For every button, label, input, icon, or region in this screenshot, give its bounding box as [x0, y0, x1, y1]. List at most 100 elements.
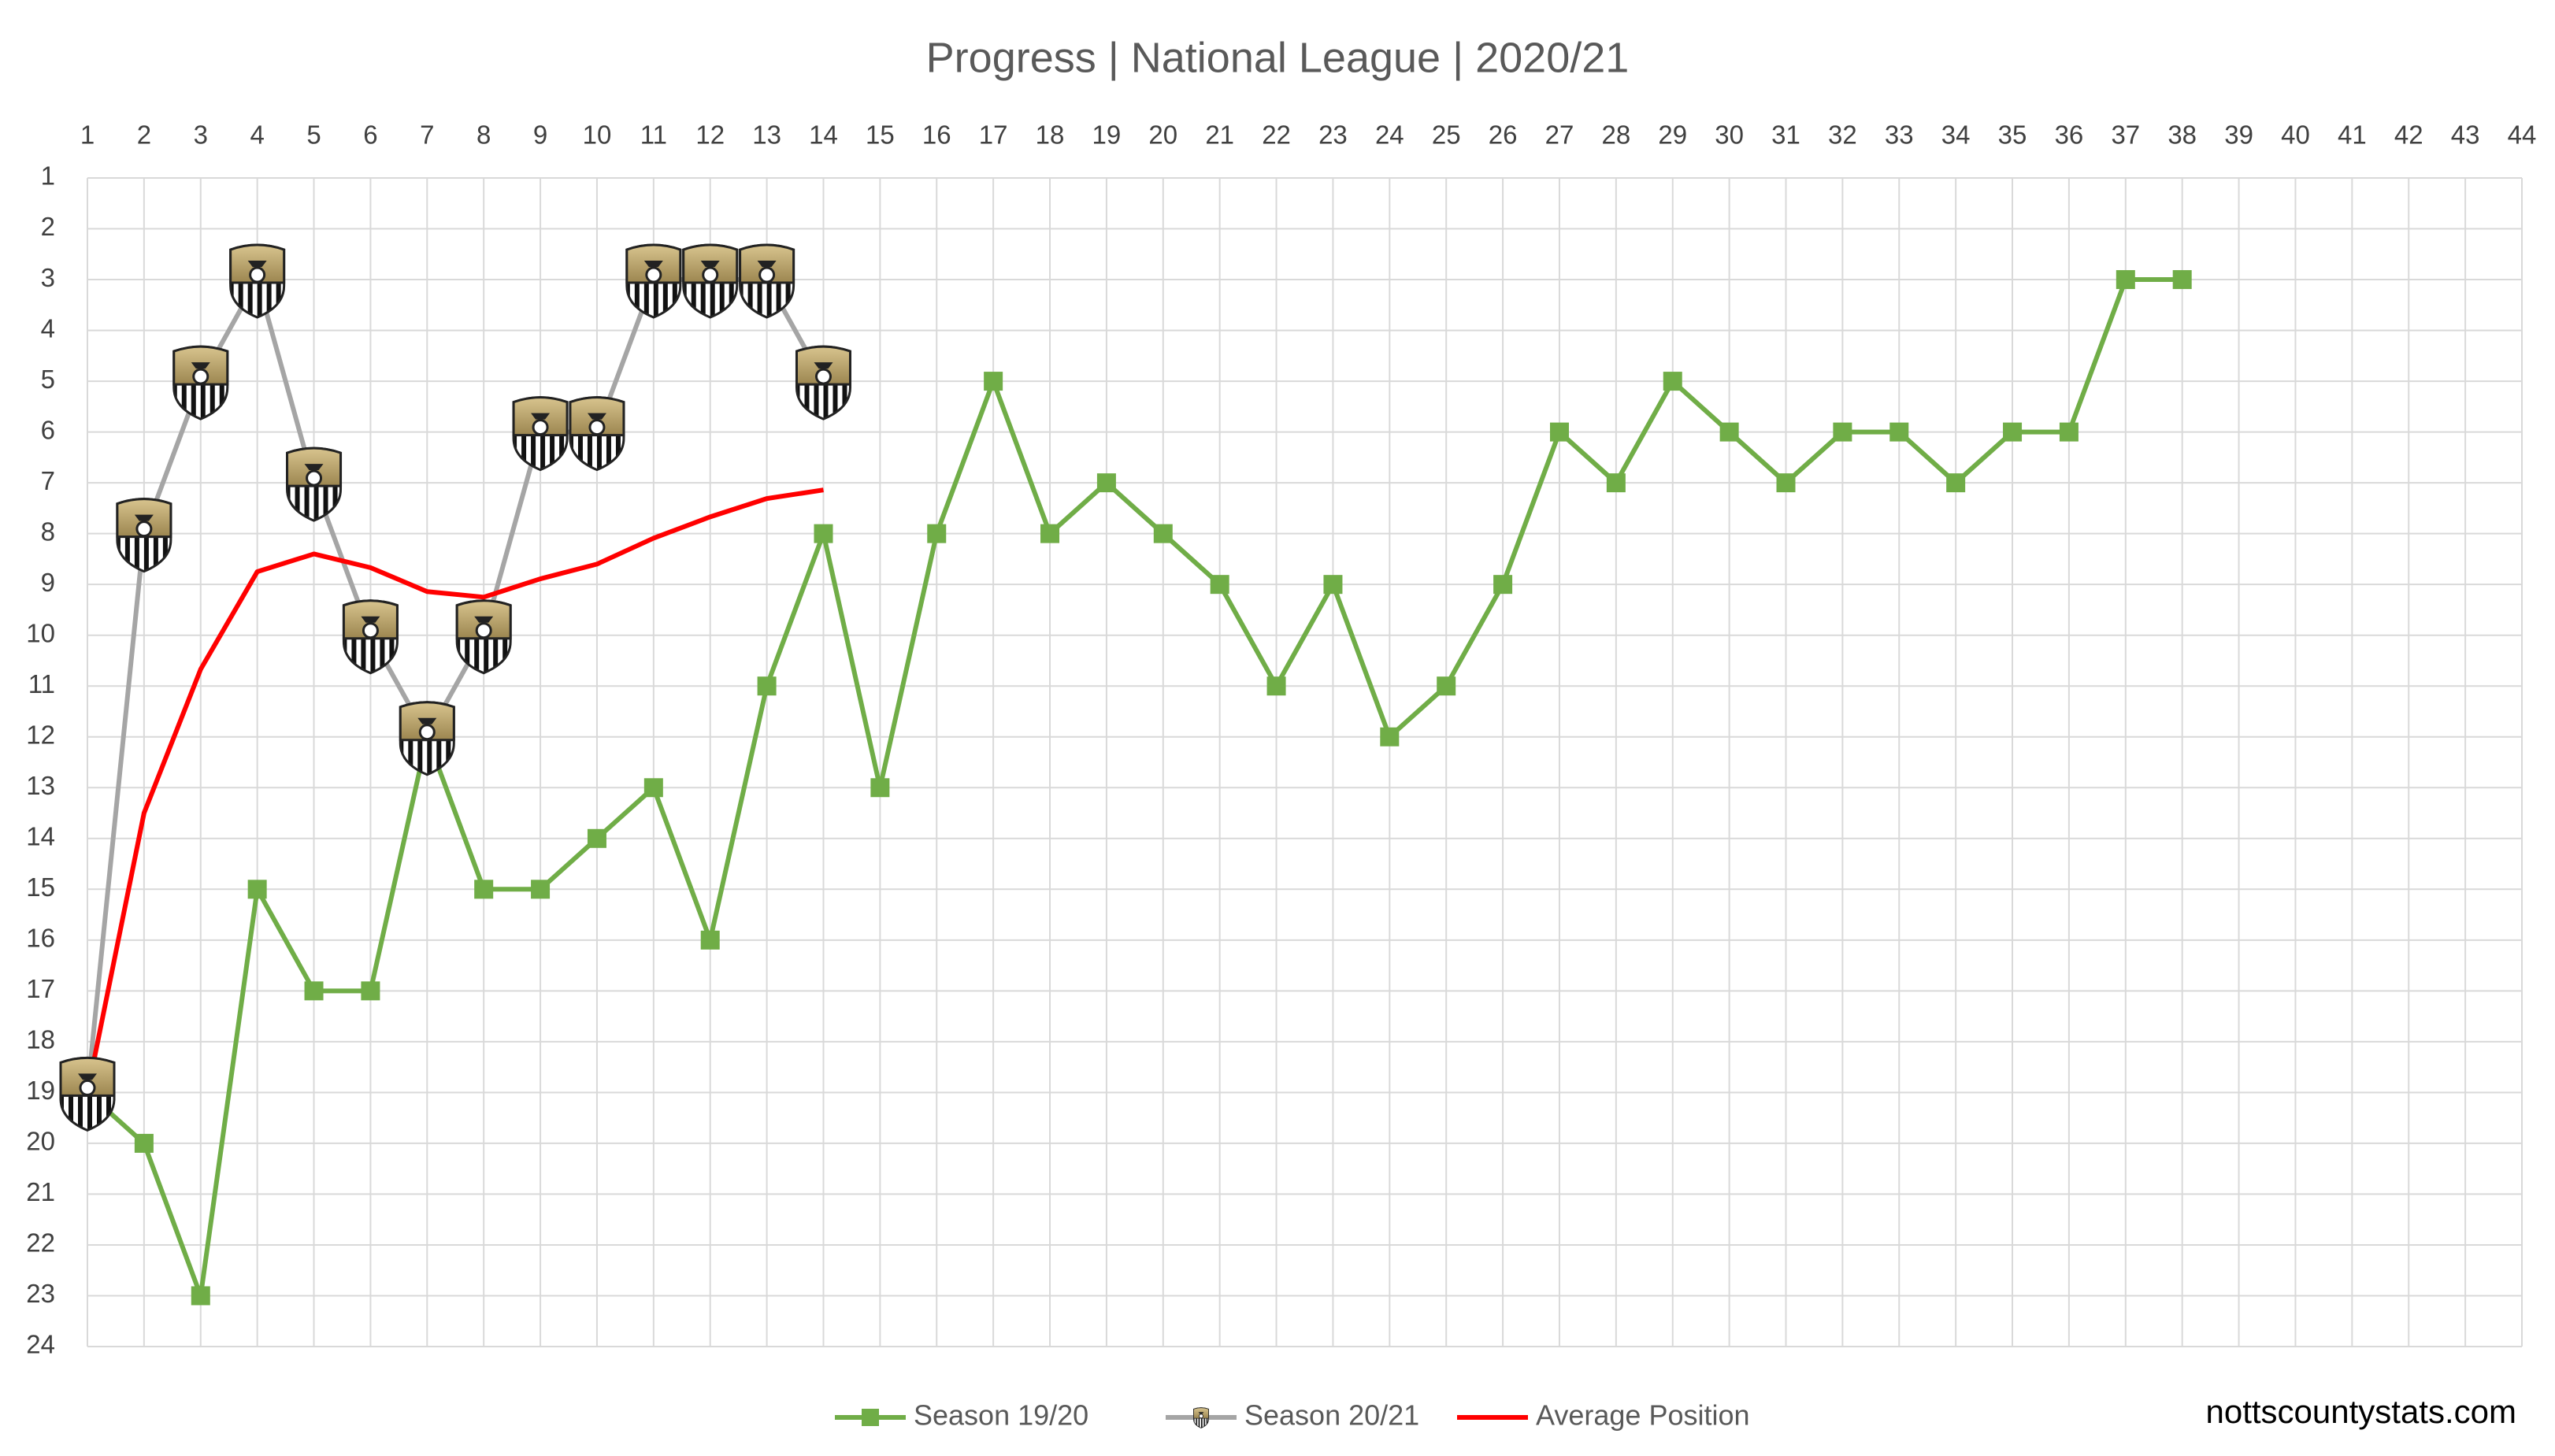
- legend-label: Season 19/20: [914, 1399, 1088, 1432]
- y-tick-label: 6: [41, 415, 55, 444]
- x-tick-label: 5: [306, 120, 321, 150]
- marker: [361, 981, 380, 1001]
- marker: [2003, 422, 2023, 442]
- marker: [191, 1286, 210, 1306]
- marker: [927, 524, 947, 543]
- x-tick-label: 23: [1318, 120, 1348, 150]
- x-tick-label: 25: [1432, 120, 1461, 150]
- marker: [1153, 524, 1173, 543]
- marker: [700, 930, 720, 950]
- series-line: [85, 487, 824, 1093]
- badge-marker: [795, 345, 851, 420]
- x-tick-label: 18: [1036, 120, 1065, 150]
- marker: [1549, 422, 1569, 442]
- marker: [1096, 473, 1116, 493]
- marker: [1493, 575, 1513, 595]
- marker: [814, 524, 833, 543]
- x-tick-label: 7: [420, 120, 434, 150]
- badge-marker: [286, 446, 343, 522]
- y-tick-label: 5: [41, 365, 55, 394]
- y-tick-label: 3: [41, 263, 55, 292]
- legend-label: Average Position: [1536, 1399, 1750, 1432]
- y-tick-label: 17: [26, 974, 55, 1003]
- y-tick-label: 15: [26, 872, 55, 902]
- chart-title: Progress | National League | 2020/21: [926, 34, 1630, 81]
- x-tick-label: 22: [1262, 120, 1291, 150]
- marker: [1323, 575, 1343, 595]
- marker: [2116, 270, 2135, 290]
- x-tick-label: 36: [2055, 120, 2084, 150]
- x-tick-label: 40: [2281, 120, 2310, 150]
- y-tick-label: 1: [41, 161, 55, 191]
- y-tick-label: 23: [26, 1279, 55, 1308]
- legend-marker: [862, 1409, 879, 1426]
- marker: [1719, 422, 1739, 442]
- x-tick-label: 2: [137, 120, 151, 150]
- y-tick-label: 24: [26, 1330, 55, 1359]
- x-tick-label: 12: [695, 120, 725, 150]
- marker: [2059, 422, 2078, 442]
- y-tick-label: 20: [26, 1127, 55, 1156]
- y-tick-label: 8: [41, 517, 55, 546]
- x-tick-label: 35: [1998, 120, 2027, 150]
- y-tick-label: 14: [26, 822, 55, 851]
- x-tick-label: 37: [2111, 120, 2140, 150]
- x-tick-label: 28: [1602, 120, 1631, 150]
- x-tick-label: 4: [250, 120, 264, 150]
- marker: [1946, 473, 1966, 493]
- x-tick-label: 11: [640, 120, 667, 150]
- x-tick-label: 30: [1715, 120, 1744, 150]
- badge-marker: [569, 396, 625, 472]
- marker: [984, 372, 1003, 391]
- y-tick-label: 22: [26, 1228, 55, 1258]
- marker: [2172, 270, 2192, 290]
- marker: [1437, 676, 1456, 696]
- badge-marker: [342, 599, 399, 675]
- x-tick-label: 33: [1885, 120, 1914, 150]
- badge-marker: [455, 599, 512, 675]
- y-tick-label: 10: [26, 618, 55, 647]
- marker: [1606, 473, 1626, 493]
- x-tick-label: 13: [752, 120, 781, 150]
- marker: [247, 880, 267, 899]
- marker: [1210, 575, 1229, 595]
- marker: [643, 778, 663, 798]
- marker: [1380, 727, 1400, 747]
- marker: [757, 676, 777, 696]
- marker: [587, 828, 606, 848]
- x-tick-label: 32: [1828, 120, 1857, 150]
- x-tick-label: 9: [533, 120, 547, 150]
- y-tick-label: 11: [28, 669, 55, 698]
- x-tick-label: 14: [809, 120, 838, 150]
- y-tick-label: 12: [26, 720, 55, 749]
- x-tick-label: 44: [2508, 120, 2537, 150]
- x-tick-label: 1: [80, 120, 95, 150]
- watermark: nottscountystats.com: [2205, 1393, 2516, 1430]
- x-tick-label: 10: [583, 120, 612, 150]
- x-tick-label: 26: [1489, 120, 1518, 150]
- x-tick-label: 3: [194, 120, 208, 150]
- badge-marker: [625, 243, 682, 319]
- y-tick-label: 2: [41, 212, 55, 241]
- y-tick-label: 13: [26, 771, 55, 800]
- x-tick-label: 21: [1205, 120, 1234, 150]
- marker: [304, 981, 324, 1001]
- y-tick-label: 7: [41, 466, 55, 495]
- legend-marker: [1193, 1407, 1209, 1428]
- y-tick-label: 19: [26, 1076, 55, 1105]
- marker: [1776, 473, 1796, 493]
- badge-marker: [512, 396, 569, 472]
- x-tick-label: 39: [2224, 120, 2253, 150]
- badge-marker: [739, 243, 795, 319]
- marker: [1889, 422, 1909, 442]
- x-tick-label: 34: [1941, 120, 1971, 150]
- x-tick-label: 24: [1375, 120, 1404, 150]
- legend-label: Season 20/21: [1244, 1399, 1419, 1432]
- x-tick-label: 8: [477, 120, 491, 150]
- badge-marker: [229, 243, 286, 319]
- badge-marker: [59, 1056, 116, 1132]
- y-tick-label: 16: [26, 924, 55, 953]
- x-tick-label: 42: [2394, 120, 2423, 150]
- x-tick-label: 29: [1658, 120, 1687, 150]
- x-tick-label: 41: [2338, 120, 2367, 150]
